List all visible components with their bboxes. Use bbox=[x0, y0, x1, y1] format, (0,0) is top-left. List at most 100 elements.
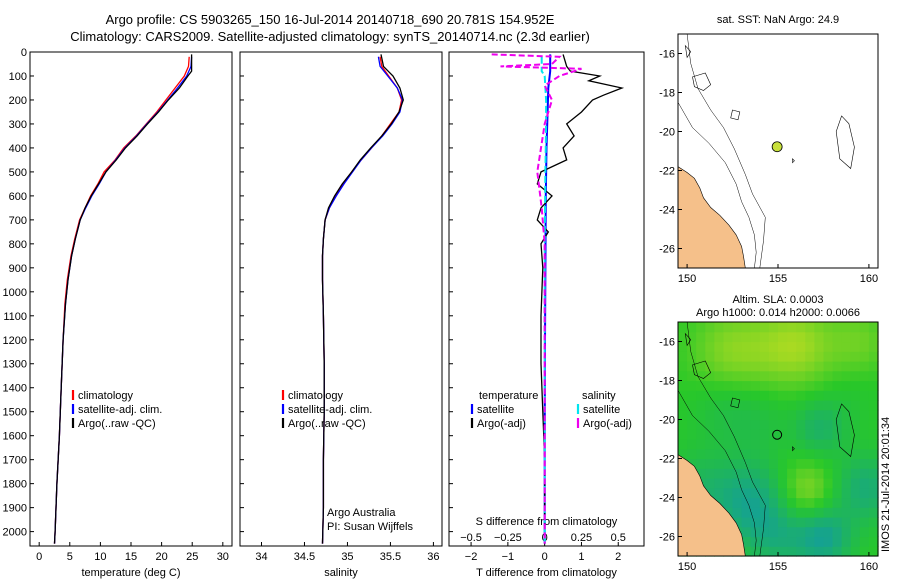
x-tick-label: −2 bbox=[465, 551, 478, 563]
sla-cell bbox=[696, 439, 706, 450]
sla-cell bbox=[850, 409, 861, 421]
sla-cell bbox=[805, 429, 815, 440]
sla-cell bbox=[687, 370, 697, 382]
sla-cell bbox=[723, 331, 734, 343]
sla-cell bbox=[814, 497, 825, 508]
sla-cell bbox=[687, 400, 697, 411]
sla-cell bbox=[696, 468, 706, 479]
sla-cell bbox=[850, 448, 861, 460]
sla-reef-outline bbox=[692, 360, 712, 379]
depth-tick-label: 1700 bbox=[3, 455, 27, 467]
sla-cell bbox=[705, 439, 715, 450]
sla-cell bbox=[850, 341, 861, 352]
sla-cell bbox=[832, 487, 843, 499]
sla-lat-tick-label: -22 bbox=[659, 454, 675, 466]
sla-cell bbox=[778, 380, 788, 391]
sla-cell bbox=[768, 322, 779, 333]
sla-cell bbox=[778, 322, 788, 333]
sla-cell bbox=[832, 526, 843, 538]
sla-cell bbox=[732, 478, 743, 489]
sla-cell bbox=[732, 517, 743, 528]
sla-cell bbox=[814, 458, 825, 469]
sla-cell bbox=[714, 409, 725, 421]
sla-cell bbox=[823, 351, 834, 362]
sla-cell bbox=[859, 497, 870, 508]
sla-cell bbox=[805, 370, 815, 382]
sla-cell bbox=[841, 546, 852, 557]
sla-cell bbox=[705, 370, 715, 382]
sla-cell bbox=[759, 468, 770, 479]
depth-tick-label: 1200 bbox=[3, 335, 27, 347]
legend-title-temperature: temperature bbox=[479, 390, 538, 402]
sla-cell bbox=[705, 322, 715, 333]
depth-tick-label: 100 bbox=[9, 71, 27, 83]
sla-cell bbox=[778, 487, 788, 499]
sla-cell bbox=[750, 536, 761, 547]
sla-cell bbox=[732, 351, 743, 362]
sla-cell bbox=[823, 361, 834, 372]
sla-cell bbox=[859, 517, 870, 528]
sla-cell bbox=[732, 361, 743, 372]
sla-cell bbox=[678, 429, 688, 440]
depth-tick-label: 800 bbox=[9, 239, 27, 251]
sla-cell bbox=[859, 487, 870, 499]
sla-cell bbox=[778, 419, 788, 430]
sla-cell bbox=[868, 400, 879, 411]
sla-cell bbox=[778, 370, 788, 382]
sla-cell bbox=[796, 546, 806, 557]
sla-cell bbox=[759, 448, 770, 460]
sla-cell bbox=[696, 448, 706, 460]
series-line-t-argo-adj bbox=[536, 54, 625, 544]
depth-tick-label: 1400 bbox=[3, 383, 27, 395]
sla-cell bbox=[859, 546, 870, 557]
sla-cell bbox=[823, 409, 834, 421]
sla-cell bbox=[832, 507, 843, 518]
sla-cell bbox=[759, 361, 770, 372]
sla-cell bbox=[714, 429, 725, 440]
sla-cell bbox=[768, 458, 779, 469]
sla-cell bbox=[787, 507, 797, 518]
sst-map-title: sat. SST: NaN Argo: 24.9 bbox=[717, 14, 839, 26]
sla-cell bbox=[868, 419, 879, 430]
sla-cell bbox=[814, 487, 825, 499]
legend-label: Argo(..raw -QC) bbox=[288, 418, 366, 430]
sla-cell bbox=[705, 341, 715, 352]
sla-cell bbox=[787, 468, 797, 479]
sla-cell bbox=[796, 361, 806, 372]
sla-cell bbox=[750, 390, 761, 401]
plot-frame-temperature bbox=[29, 51, 233, 547]
sla-land bbox=[677, 454, 746, 557]
sla-cell bbox=[687, 361, 697, 372]
sla-cell bbox=[696, 351, 706, 362]
sla-cell bbox=[778, 439, 788, 450]
sla-cell bbox=[814, 517, 825, 528]
sla-cell bbox=[759, 390, 770, 401]
sla-cell bbox=[850, 400, 861, 411]
sla-cell bbox=[732, 370, 743, 382]
sla-cell bbox=[741, 439, 752, 450]
x-axis-label: T difference from climatology bbox=[476, 567, 617, 579]
sla-cell bbox=[796, 507, 806, 518]
sla-cell bbox=[723, 458, 734, 469]
x-tick-label: 35 bbox=[341, 551, 353, 563]
sla-cell bbox=[768, 507, 779, 518]
sla-cell bbox=[696, 419, 706, 430]
sla-cell bbox=[705, 448, 715, 460]
sla-cell bbox=[759, 429, 770, 440]
sla-cell bbox=[832, 478, 843, 489]
sla-cell bbox=[750, 429, 761, 440]
sla-cell bbox=[814, 400, 825, 411]
sla-cell bbox=[823, 468, 834, 479]
depth-tick-label: 400 bbox=[9, 143, 27, 155]
sla-cell bbox=[823, 497, 834, 508]
sla-cell bbox=[841, 341, 852, 352]
sla-cell bbox=[823, 390, 834, 401]
sla-cell bbox=[832, 361, 843, 372]
sla-cell bbox=[759, 487, 770, 499]
sla-cell bbox=[814, 351, 825, 362]
s-axis-label: S difference from climatology bbox=[476, 516, 618, 528]
sla-cell bbox=[859, 419, 870, 430]
sla-cell bbox=[823, 419, 834, 430]
sla-cell bbox=[841, 497, 852, 508]
